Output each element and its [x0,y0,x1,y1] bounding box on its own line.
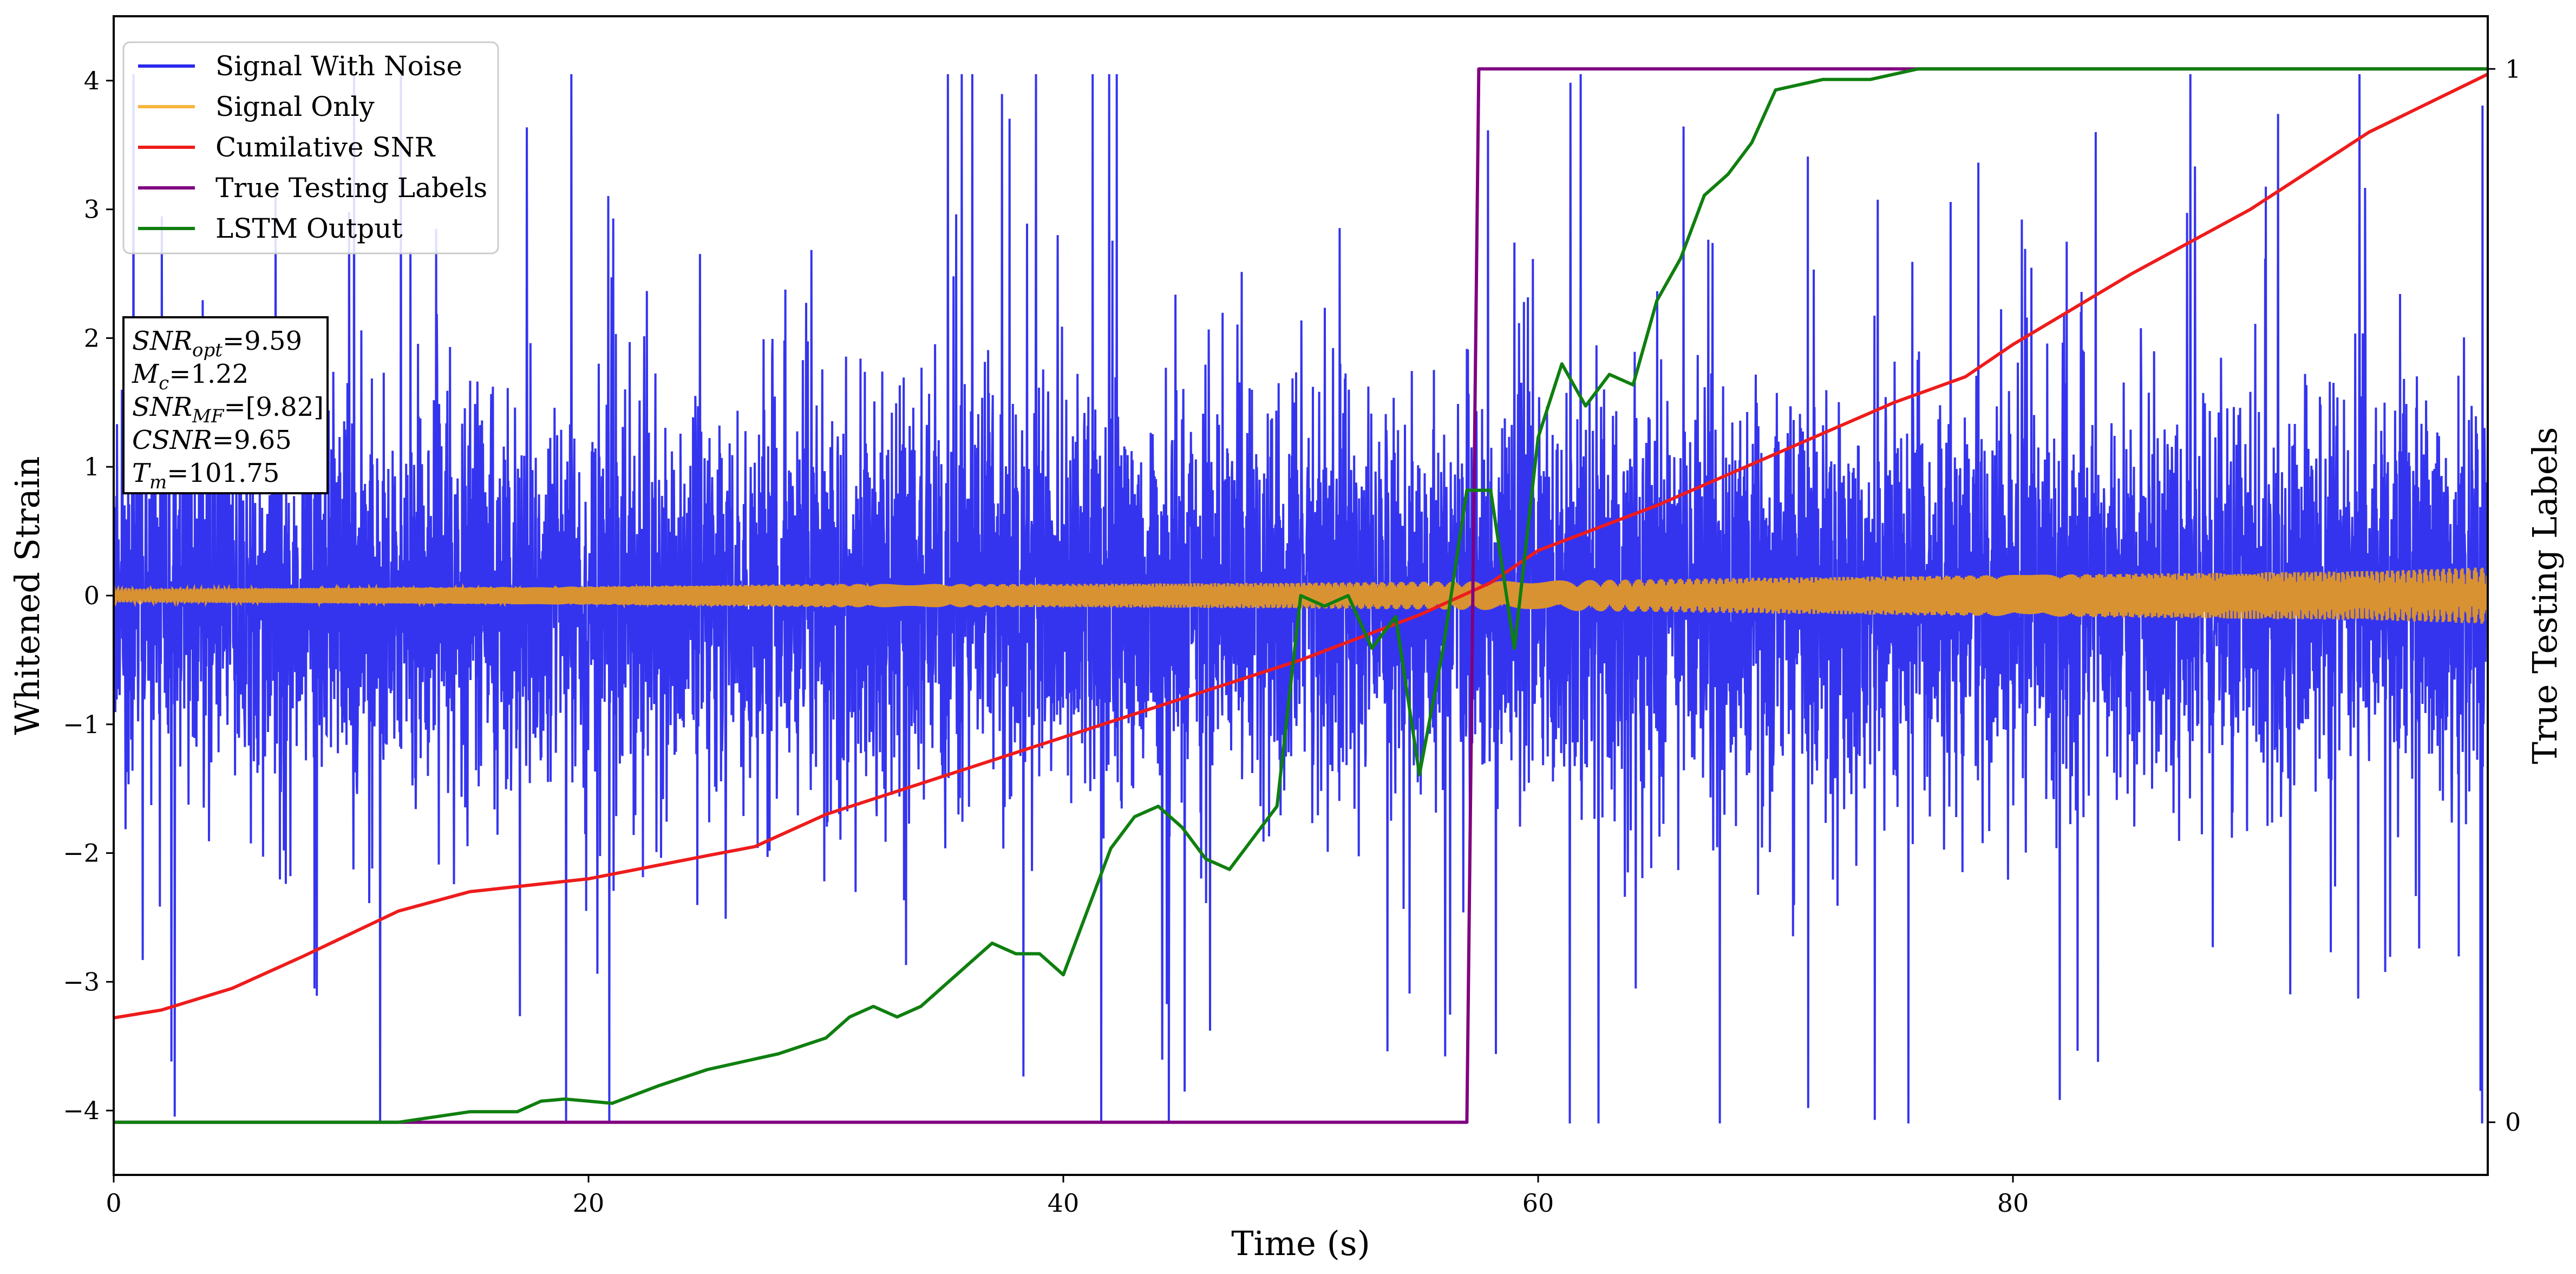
y-tick-label: 3 [84,195,100,224]
x-axis-label: Time (s) [1231,1224,1370,1263]
info-symbol: M [132,359,160,389]
y-tick-label: −3 [63,967,100,996]
y-tick-label: 0 [84,581,100,610]
legend-label: Signal With Noise [215,50,462,82]
y-tick-label: −1 [63,710,100,739]
x-tick-label: 40 [1048,1188,1080,1218]
x-tick-label: 20 [573,1188,605,1218]
info-subscript: c [159,373,169,394]
y-tick-label: 2 [84,323,100,352]
info-line: SNRopt=9.59 [132,326,302,361]
legend: Signal With Noise Signal Only Cumilative S… [122,41,499,254]
info-value: =9.65 [212,425,292,455]
y2-axis-label: True Testing Labels [2525,427,2565,765]
info-line: Mc=1.22 [132,359,249,394]
series-signal-only [114,567,2488,624]
info-value: =[9.82] [224,392,324,422]
series-cumilative-snr [114,73,2488,1020]
info-subscript: m [149,472,167,493]
info-symbol: SNR [132,392,192,422]
y-tick-label: −2 [63,839,100,868]
legend-label: LSTM Output [215,213,402,244]
info-subscript: MF [192,406,225,427]
info-value: =101.75 [167,458,279,488]
y2-tick-label: 1 [2505,54,2521,83]
y-axis-label: Whitened Strain [8,456,47,735]
y2-tick-label: 0 [2505,1108,2521,1137]
info-line: Tm=101.75 [132,458,279,493]
info-value: =1.22 [169,359,249,389]
info-symbol: SNR [132,326,192,356]
info-line: CSNR=9.65 [132,425,292,455]
series-lstm-output [114,67,2488,1124]
plot-area [114,67,2488,1124]
x-tick-label: 80 [1997,1188,2029,1218]
x-tick-label: 60 [1522,1188,1554,1218]
y-tick-label: 4 [84,66,100,95]
series-signal-with-noise [114,74,2488,1123]
y-tick-label: −4 [63,1096,100,1125]
info-value: =9.59 [223,326,302,356]
legend-frame [122,41,499,254]
x-tick-label: 0 [106,1188,121,1218]
info-box: SNRopt=9.59Mc=1.22SNRMF=[9.82]CSNR=9.65T… [122,316,329,494]
legend-label: True Testing Labels [215,172,487,204]
info-box-frame [122,316,329,494]
legend-label: Signal Only [215,91,375,122]
info-line: SNRMF=[9.82] [132,392,324,427]
info-subscript: opt [192,339,223,361]
info-symbol: CSNR [132,425,212,455]
y-tick-label: 1 [84,452,100,481]
legend-label: Cumilative SNR [215,132,435,163]
info-symbol: T [132,458,151,488]
